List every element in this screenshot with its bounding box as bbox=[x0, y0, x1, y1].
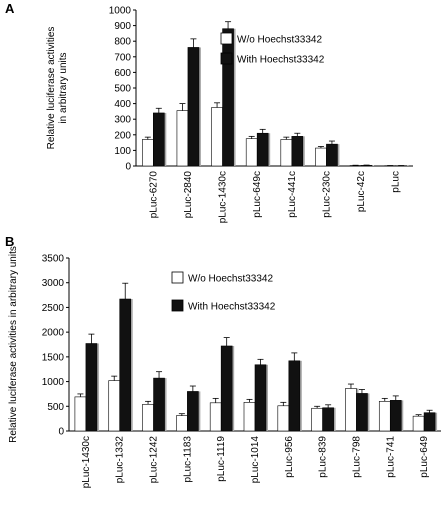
x-tick-label: pLuc-230c bbox=[321, 171, 332, 218]
y-tick-label: 400 bbox=[114, 99, 131, 110]
y-tick-label: 1000 bbox=[109, 6, 132, 17]
bar-with-hoechst bbox=[254, 364, 267, 432]
y-tick-label: 1500 bbox=[42, 352, 65, 363]
y-tick-label: 2500 bbox=[42, 303, 65, 314]
bar-without-hoechst bbox=[74, 396, 87, 432]
panel-label-b: B bbox=[5, 234, 14, 249]
bar-with-hoechst bbox=[187, 391, 199, 432]
bar-without-hoechst bbox=[245, 138, 258, 167]
y-tick-label: 3500 bbox=[42, 254, 65, 265]
bar-with-hoechst bbox=[153, 377, 165, 432]
x-tick-label: pLuc bbox=[391, 171, 402, 193]
bar-without-hoechst bbox=[345, 388, 357, 432]
bar-without-hoechst bbox=[378, 401, 391, 432]
x-tick-label: pLuc-741 bbox=[385, 436, 396, 478]
x-tick-label: pLuc-649c bbox=[252, 171, 263, 218]
y-tick-label: 700 bbox=[114, 52, 131, 63]
bar-with-hoechst bbox=[322, 407, 334, 432]
legend-swatch-without bbox=[171, 271, 184, 284]
y-tick-label: 500 bbox=[114, 84, 131, 95]
x-tick-label: pLuc-1332 bbox=[115, 436, 126, 484]
y-tick-label: 800 bbox=[114, 37, 131, 48]
bar-without-hoechst bbox=[315, 147, 327, 167]
bar-without-hoechst bbox=[243, 402, 256, 432]
bar-without-hoechst bbox=[176, 110, 189, 167]
legend-swatch-without bbox=[220, 32, 233, 45]
y-tick-label: 1000 bbox=[42, 377, 65, 388]
bar-with-hoechst bbox=[360, 165, 373, 167]
y-tick-label: 600 bbox=[114, 68, 131, 79]
bar-with-hoechst bbox=[119, 298, 132, 432]
bar-with-hoechst bbox=[291, 136, 304, 167]
y-tick-label: 3000 bbox=[42, 278, 65, 289]
x-tick-label: pLuc-1430c bbox=[218, 171, 229, 223]
legend-swatch-with bbox=[220, 52, 233, 65]
x-tick-label: pLuc-956 bbox=[284, 436, 295, 478]
x-tick-label: pLuc-2840 bbox=[183, 171, 194, 219]
bar-with-hoechst bbox=[85, 343, 98, 432]
bar-without-hoechst bbox=[142, 139, 154, 167]
y-tick-label: 0 bbox=[125, 162, 131, 173]
bar-with-hoechst bbox=[326, 143, 338, 167]
bar-without-hoechst bbox=[280, 139, 293, 167]
y-tick-label: 500 bbox=[47, 402, 64, 413]
bar-with-hoechst bbox=[220, 345, 233, 432]
bar-without-hoechst bbox=[311, 407, 323, 432]
x-tick-label: pLuc-1119 bbox=[216, 436, 227, 482]
bar-with-hoechst bbox=[356, 393, 368, 432]
y-tick-label: 300 bbox=[114, 115, 131, 126]
x-tick-label: pLuc-1183 bbox=[182, 436, 193, 483]
bar-without-hoechst bbox=[412, 415, 425, 432]
y-tick-label: 200 bbox=[114, 130, 131, 141]
bar-with-hoechst bbox=[423, 412, 436, 432]
y-axis-title: in arbitrary units bbox=[58, 52, 69, 123]
bar-without-hoechst bbox=[108, 380, 121, 432]
y-tick-label: 100 bbox=[114, 146, 131, 157]
bar-with-hoechst bbox=[187, 47, 200, 167]
panel-label-a: A bbox=[5, 1, 15, 16]
legend-label: With Hoechst33342 bbox=[188, 302, 276, 313]
chart-panel-b: 0 500 1000 1500 2000 2500 3000 3500 Relative luc… bbox=[8, 246, 441, 488]
x-tick-label: pLuc-1430c bbox=[81, 436, 92, 488]
bar-without-hoechst bbox=[211, 107, 223, 167]
legend-label: W/o Hoechst33342 bbox=[237, 35, 322, 46]
x-tick-label: pLuc-1014 bbox=[250, 436, 261, 484]
chart-panel-a: 0 100 200 300 400 500 600 700 800 900 1000 Relative… bbox=[46, 6, 413, 223]
x-tick-label: pLuc-798 bbox=[351, 436, 362, 478]
legend-label: W/o Hoechst33342 bbox=[188, 274, 273, 285]
bar-with-hoechst bbox=[256, 132, 269, 167]
bar-with-hoechst bbox=[389, 400, 402, 432]
y-tick-label: 900 bbox=[114, 21, 131, 32]
x-tick-label: pLuc-839 bbox=[318, 436, 329, 478]
bar-without-hoechst bbox=[209, 402, 222, 432]
bar-without-hoechst bbox=[176, 415, 188, 432]
x-tick-label: pLuc-42c bbox=[356, 171, 367, 212]
bar-with-hoechst bbox=[153, 112, 165, 167]
y-tick-label: 2000 bbox=[42, 328, 65, 339]
legend-swatch-with bbox=[171, 299, 184, 312]
y-tick-label: 0 bbox=[58, 427, 64, 438]
x-tick-label: pLuc-649 bbox=[419, 436, 430, 478]
x-tick-label: pLuc-441c bbox=[287, 171, 298, 218]
bar-without-hoechst bbox=[142, 404, 154, 432]
y-axis-title: Relative luciferase activities in arbitr… bbox=[8, 246, 19, 443]
x-tick-label: pLuc-6270 bbox=[148, 171, 159, 219]
bar-without-hoechst bbox=[277, 405, 290, 432]
bar-with-hoechst bbox=[222, 28, 234, 167]
legend-label: With Hoechst33342 bbox=[237, 55, 325, 66]
y-axis-title: Relative luciferase activities bbox=[46, 27, 57, 150]
x-tick-label: pLuc-1242 bbox=[149, 436, 160, 484]
bar-with-hoechst bbox=[288, 360, 301, 432]
